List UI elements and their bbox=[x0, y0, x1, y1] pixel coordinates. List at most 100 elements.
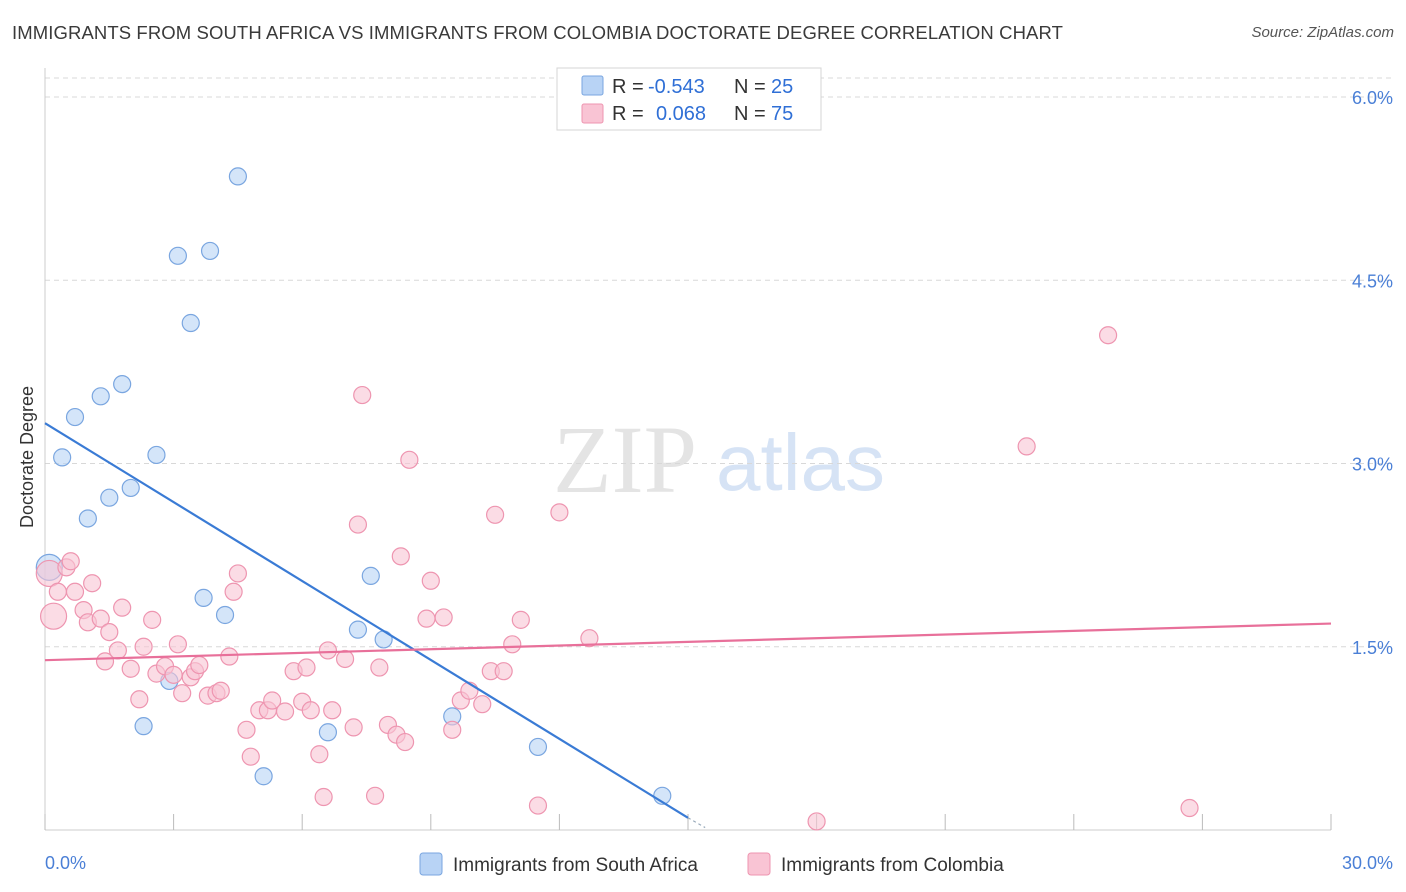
point-south-africa-5 bbox=[100, 488, 119, 507]
y-tick-label-0: 1.5% bbox=[1352, 638, 1393, 658]
y-tick-label-1: 3.0% bbox=[1352, 455, 1393, 475]
point-colombia-17 bbox=[143, 610, 162, 629]
trend-line-colombia bbox=[44, 622, 1332, 662]
point-colombia-29 bbox=[220, 647, 239, 666]
legend-n-value-1: 75 bbox=[771, 103, 793, 125]
series-colombia bbox=[35, 326, 1199, 831]
point-south-africa-8 bbox=[134, 717, 153, 736]
point-colombia-43 bbox=[314, 787, 333, 807]
bottom-legend-label-south-africa: Immigrants from South Africa bbox=[453, 855, 698, 876]
point-colombia-63 bbox=[473, 695, 492, 714]
point-colombia-25 bbox=[190, 655, 209, 675]
point-colombia-22 bbox=[173, 684, 192, 703]
point-colombia-66 bbox=[494, 662, 513, 681]
point-colombia-68 bbox=[511, 610, 530, 629]
point-south-africa-23 bbox=[528, 737, 548, 757]
point-south-africa-1 bbox=[53, 448, 72, 467]
point-colombia-8 bbox=[83, 574, 102, 593]
point-colombia-50 bbox=[365, 786, 385, 805]
point-colombia-12 bbox=[108, 641, 127, 660]
legend-n-label-1: N = bbox=[734, 103, 766, 125]
point-colombia-54 bbox=[391, 547, 410, 566]
watermark-zip: ZIP bbox=[553, 406, 697, 513]
point-colombia-59 bbox=[434, 608, 453, 627]
point-colombia-74 bbox=[1098, 326, 1118, 345]
point-colombia-14 bbox=[121, 659, 140, 678]
point-colombia-69 bbox=[528, 796, 548, 815]
point-colombia-11 bbox=[100, 622, 119, 642]
point-colombia-70 bbox=[550, 503, 569, 522]
point-colombia-56 bbox=[400, 450, 419, 469]
series-legend: Immigrants from South Africa Immigrants … bbox=[419, 852, 1004, 876]
point-south-africa-9 bbox=[147, 445, 166, 465]
y-axis-label: Doctorate Degree bbox=[17, 386, 37, 528]
point-south-africa-20 bbox=[361, 566, 380, 585]
point-colombia-21 bbox=[168, 635, 187, 654]
point-south-africa-18 bbox=[318, 723, 338, 742]
legend-r-label-1: R = bbox=[612, 103, 644, 125]
x-tick-label-0: 0.0% bbox=[45, 853, 86, 873]
point-south-africa-19 bbox=[348, 620, 368, 639]
point-colombia-71 bbox=[580, 629, 599, 648]
watermark-atlas: atlas bbox=[716, 418, 885, 507]
point-colombia-46 bbox=[335, 649, 355, 669]
point-colombia-73 bbox=[1017, 437, 1036, 456]
point-south-africa-7 bbox=[121, 478, 140, 498]
point-colombia-44 bbox=[318, 641, 338, 660]
point-south-africa-4 bbox=[91, 387, 110, 406]
legend-swatch-colombia bbox=[581, 103, 604, 124]
legend-r-label-0: R = bbox=[612, 76, 644, 98]
point-south-africa-14 bbox=[200, 241, 220, 261]
point-colombia-16 bbox=[134, 637, 153, 656]
point-colombia-15 bbox=[130, 690, 149, 709]
grid-lines bbox=[45, 77, 1392, 648]
point-south-africa-3 bbox=[78, 509, 97, 528]
chart-title: IMMIGRANTS FROM SOUTH AFRICA VS IMMIGRAN… bbox=[12, 22, 1064, 43]
point-south-africa-11 bbox=[168, 246, 187, 265]
point-colombia-31 bbox=[224, 582, 243, 601]
point-colombia-10 bbox=[95, 652, 115, 671]
legend-n-label-0: N = bbox=[734, 76, 766, 98]
point-south-africa-16 bbox=[228, 167, 247, 186]
point-colombia-49 bbox=[353, 385, 372, 405]
legend-r-value-1: 0.068 bbox=[656, 103, 706, 125]
point-colombia-47 bbox=[344, 718, 363, 737]
y-tick-labels: 1.5% 3.0% 4.5% 6.0% bbox=[1352, 88, 1393, 658]
point-colombia-2 bbox=[48, 582, 67, 601]
point-colombia-67 bbox=[503, 635, 522, 654]
point-colombia-45 bbox=[323, 701, 342, 720]
point-colombia-42 bbox=[310, 745, 329, 764]
point-colombia-28 bbox=[211, 681, 230, 700]
bottom-legend-label-colombia: Immigrants from Colombia bbox=[781, 855, 1004, 876]
point-colombia-72 bbox=[807, 812, 826, 831]
trend-lines bbox=[44, 422, 1332, 829]
point-colombia-60 bbox=[443, 720, 462, 739]
point-colombia-57 bbox=[417, 609, 436, 628]
stats-legend: R = -0.543 N = 25 R = 0.068 N = 75 bbox=[556, 67, 822, 131]
trend-line-south-africa bbox=[44, 422, 689, 819]
point-colombia-75 bbox=[1180, 798, 1199, 818]
point-colombia-33 bbox=[241, 747, 260, 766]
watermark: ZIP atlas bbox=[553, 406, 885, 513]
point-south-africa-17 bbox=[254, 767, 273, 786]
point-colombia-4 bbox=[61, 552, 80, 571]
point-south-africa-2 bbox=[65, 407, 85, 427]
point-colombia-40 bbox=[297, 658, 316, 677]
point-colombia-36 bbox=[263, 691, 282, 710]
point-colombia-32 bbox=[237, 720, 256, 739]
point-colombia-55 bbox=[395, 732, 415, 752]
point-colombia-65 bbox=[486, 505, 505, 524]
point-south-africa-6 bbox=[113, 374, 132, 394]
y-tick-label-2: 4.5% bbox=[1352, 271, 1393, 291]
point-colombia-48 bbox=[348, 515, 368, 534]
point-colombia-9 bbox=[91, 609, 110, 628]
point-colombia-20 bbox=[164, 665, 183, 684]
point-colombia-37 bbox=[275, 702, 295, 721]
point-colombia-13 bbox=[113, 598, 132, 617]
legend-r-value-0: -0.543 bbox=[648, 76, 705, 98]
bottom-legend-swatch-colombia bbox=[747, 852, 771, 876]
point-colombia-58 bbox=[421, 571, 440, 590]
point-colombia-1 bbox=[39, 602, 68, 630]
point-south-africa-15 bbox=[215, 605, 235, 625]
